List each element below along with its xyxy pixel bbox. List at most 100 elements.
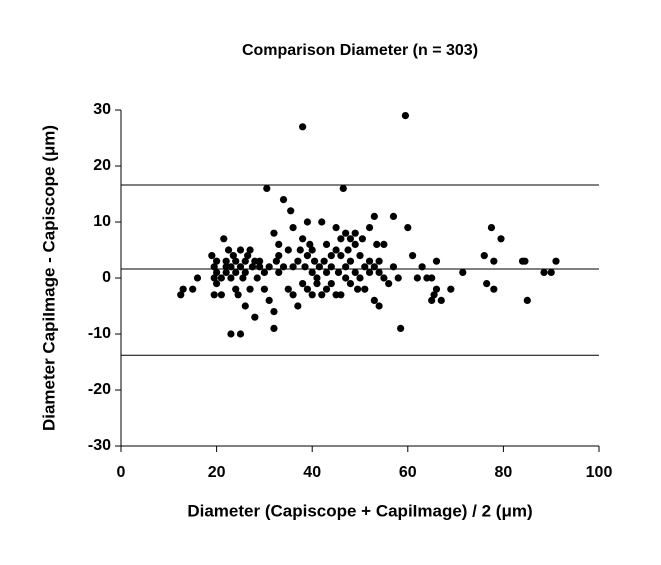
point xyxy=(253,274,261,282)
point xyxy=(346,280,355,288)
point xyxy=(322,268,331,276)
point xyxy=(260,285,268,293)
point xyxy=(413,274,421,282)
point xyxy=(315,263,323,271)
point xyxy=(284,246,292,254)
point xyxy=(339,184,347,192)
point xyxy=(334,268,343,276)
point xyxy=(490,257,498,265)
point xyxy=(210,263,218,271)
point xyxy=(265,296,273,304)
point xyxy=(540,268,548,276)
point xyxy=(256,257,264,265)
point xyxy=(275,268,283,276)
point xyxy=(236,330,245,338)
y-tick-label: 10 xyxy=(93,213,111,230)
point xyxy=(389,263,398,271)
point xyxy=(483,280,491,288)
point xyxy=(523,296,531,304)
point xyxy=(308,246,316,254)
point xyxy=(430,291,438,299)
point xyxy=(404,224,412,232)
point xyxy=(365,268,374,276)
point xyxy=(361,263,369,271)
point xyxy=(239,274,247,282)
point xyxy=(322,285,331,293)
point xyxy=(490,285,498,293)
point xyxy=(248,263,257,271)
point xyxy=(365,224,374,232)
x-tick-label: 60 xyxy=(399,464,417,481)
point xyxy=(447,285,455,293)
point xyxy=(310,257,319,265)
point xyxy=(375,257,383,265)
point xyxy=(224,246,233,254)
point xyxy=(365,257,374,265)
point xyxy=(234,291,242,299)
point xyxy=(375,268,383,276)
point xyxy=(313,280,321,288)
point xyxy=(351,268,359,276)
point xyxy=(251,313,259,321)
point xyxy=(318,218,326,226)
point xyxy=(227,330,235,338)
x-tick-label: 40 xyxy=(303,464,321,481)
point xyxy=(208,252,216,260)
point xyxy=(272,257,280,265)
point xyxy=(287,207,295,215)
point xyxy=(244,252,252,260)
x-tick-label: 100 xyxy=(586,464,613,481)
point xyxy=(394,274,402,282)
x-tick-label: 80 xyxy=(495,464,513,481)
point xyxy=(487,224,496,232)
point xyxy=(437,296,445,304)
point xyxy=(270,324,278,332)
point xyxy=(270,308,278,316)
point xyxy=(246,246,254,254)
point xyxy=(459,268,467,276)
point xyxy=(358,235,366,243)
point xyxy=(327,280,335,288)
point xyxy=(397,324,405,332)
point xyxy=(263,184,271,192)
x-axis-label: Diameter (Capiscope + CapiImage) / 2 (μm… xyxy=(187,501,532,520)
point xyxy=(346,257,355,265)
point xyxy=(236,246,245,254)
point xyxy=(294,302,302,310)
point xyxy=(232,268,240,276)
x-tick-label: 0 xyxy=(117,464,126,481)
point xyxy=(380,240,388,248)
point xyxy=(354,285,362,293)
point xyxy=(385,280,393,288)
point xyxy=(303,252,312,260)
point xyxy=(279,263,288,271)
point xyxy=(213,257,221,265)
point xyxy=(370,212,378,220)
point xyxy=(351,229,359,237)
point xyxy=(222,257,230,265)
point xyxy=(241,257,249,265)
point xyxy=(210,274,218,282)
point xyxy=(432,257,441,265)
point xyxy=(401,112,410,120)
point xyxy=(337,291,345,299)
point xyxy=(303,218,312,226)
point xyxy=(299,123,307,131)
point xyxy=(306,240,314,248)
y-axis-label: Diameter CapiImage - Capiscope (μm) xyxy=(39,125,58,431)
point xyxy=(380,274,388,282)
point xyxy=(294,257,302,265)
point xyxy=(227,263,235,271)
point xyxy=(327,263,335,271)
point xyxy=(301,263,309,271)
point xyxy=(232,257,240,265)
point xyxy=(337,252,345,260)
y-tick-label: 30 xyxy=(93,101,111,118)
point xyxy=(552,257,560,265)
point xyxy=(236,263,245,271)
point xyxy=(275,240,283,248)
y-tick-label: 20 xyxy=(93,157,111,174)
point xyxy=(299,235,307,243)
point xyxy=(303,285,312,293)
point xyxy=(408,252,417,260)
